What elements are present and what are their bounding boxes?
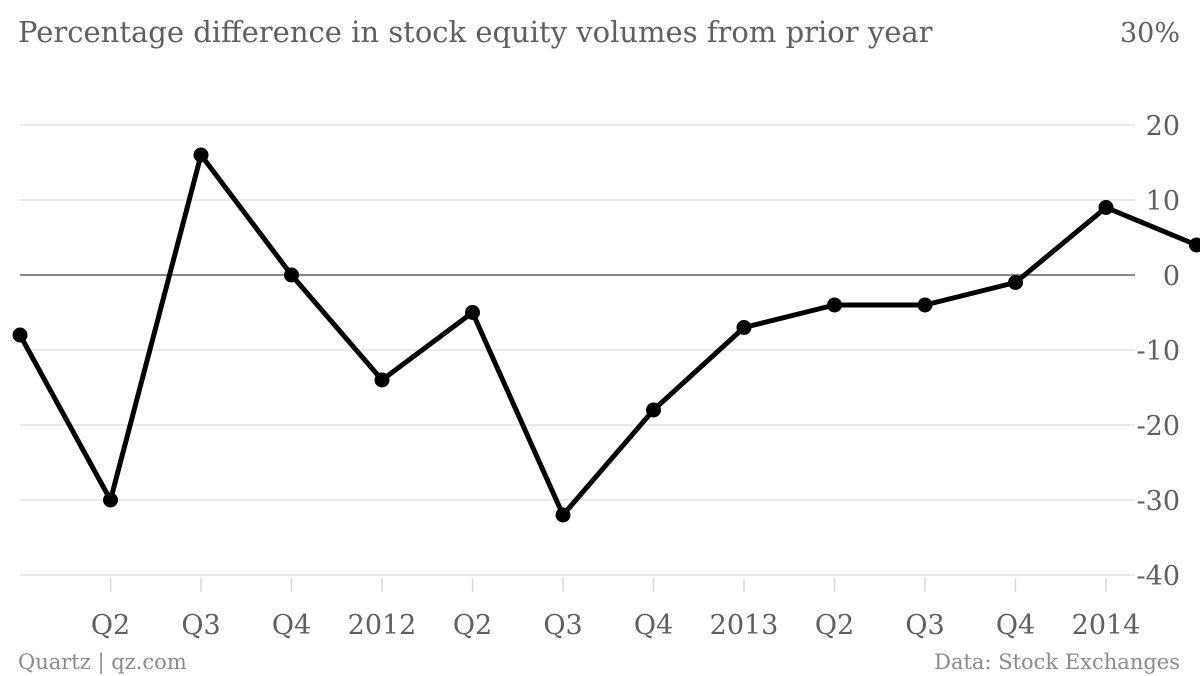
y-tick-label: 20 — [1146, 111, 1180, 142]
data-point — [555, 507, 571, 523]
footer-source-left: Quartz | qz.com — [18, 650, 187, 675]
data-point — [827, 297, 842, 313]
x-tick-label: Q3 — [905, 610, 944, 641]
gridlines — [20, 124, 1135, 576]
data-point — [736, 320, 752, 335]
x-tick-label: Q2 — [815, 610, 854, 641]
x-tick-label: Q4 — [634, 610, 673, 641]
chart-title: Percentage difference in stock equity vo… — [18, 15, 933, 49]
x-tick-label: Q4 — [272, 610, 311, 641]
data-point — [1098, 200, 1114, 215]
x-tick-label: Q4 — [996, 610, 1035, 641]
x-tick-label: 2012 — [348, 610, 417, 641]
data-point — [374, 372, 390, 388]
y-axis-ticks: 20 10 0 -10 -20 -30 -40 — [1137, 111, 1180, 592]
x-tick-label: Q3 — [543, 610, 582, 641]
data-point — [284, 267, 299, 283]
x-tick-label: Q2 — [453, 610, 492, 641]
data-point — [193, 147, 209, 163]
series — [12, 147, 1200, 523]
y-tick-label: 10 — [1146, 186, 1180, 217]
data-point — [1189, 237, 1200, 253]
data-point — [465, 305, 480, 320]
y-tick-label: -40 — [1137, 561, 1180, 592]
y-tick-label: -20 — [1137, 411, 1180, 442]
x-tick-label: 2014 — [1072, 610, 1141, 641]
y-axis-top-label: 30% — [1120, 18, 1180, 49]
data-point — [646, 402, 661, 418]
data-point — [1008, 275, 1023, 290]
footer-source-right: Data: Stock Exchanges — [934, 650, 1180, 674]
x-tick-label: Q3 — [181, 610, 220, 641]
x-tick-label: 2013 — [710, 610, 779, 641]
series-line — [17, 152, 1199, 518]
data-point — [917, 297, 933, 313]
data-point — [103, 492, 118, 508]
x-tick-label: Q2 — [91, 610, 130, 641]
y-tick-label: 0 — [1163, 261, 1180, 292]
data-point — [12, 327, 28, 343]
y-tick-label: -10 — [1137, 336, 1180, 367]
x-axis-ticks: Q2 Q3 Q4 2012 Q2 Q3 Q4 2013 Q2 Q3 Q4 2014 — [91, 578, 1141, 641]
y-tick-label: -30 — [1137, 486, 1180, 517]
